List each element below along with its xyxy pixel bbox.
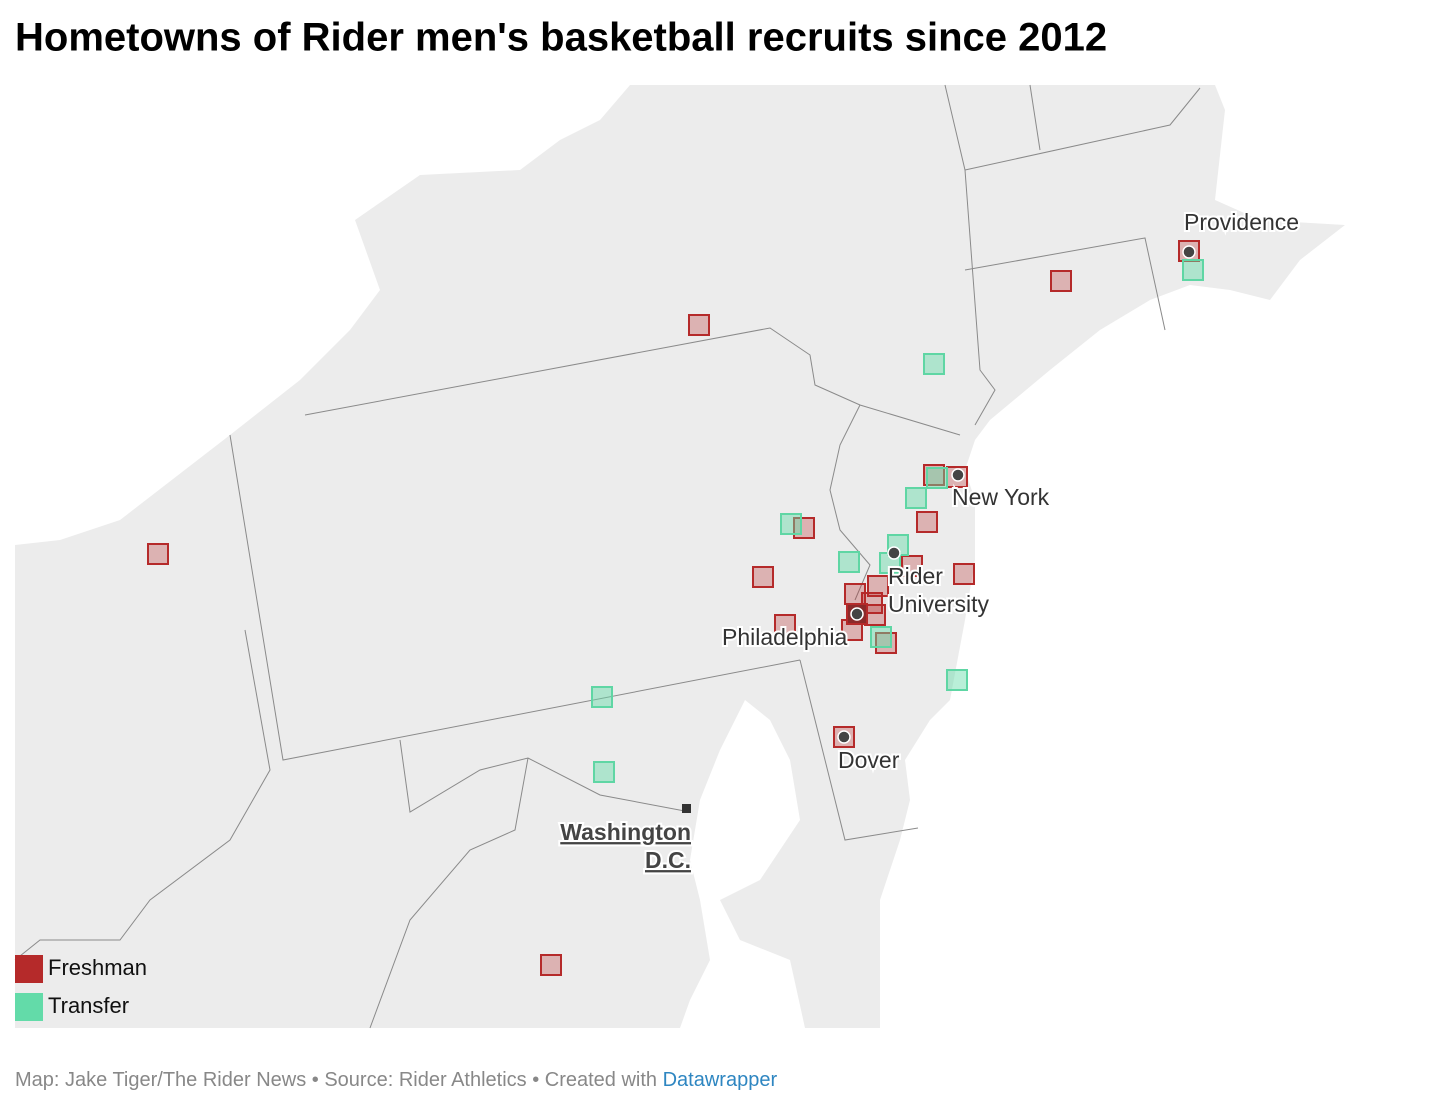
city-label: New York: [952, 484, 1050, 510]
city-label: Providence: [1184, 209, 1299, 235]
recruit-marker: [923, 464, 945, 486]
city-label: Philadelphia: [722, 624, 848, 650]
legend-label: Transfer: [48, 993, 129, 1018]
legend-swatch: [15, 955, 43, 983]
recruit-marker: [953, 563, 975, 585]
city-label: Rider: [888, 563, 943, 589]
recruit-marker: [1050, 270, 1072, 292]
city-dot: [1182, 245, 1196, 259]
recruit-marker: [752, 566, 774, 588]
recruit-marker: [946, 669, 968, 691]
recruit-marker: [870, 626, 892, 648]
recruit-marker: [905, 487, 927, 509]
legend-label: Freshman: [48, 955, 147, 980]
city-dot: [837, 730, 851, 744]
recruit-marker: [901, 555, 923, 577]
borders: [14, 84, 1201, 1029]
land: [15, 85, 1345, 1028]
title: Hometowns of Rider men's basketball recr…: [15, 16, 1107, 60]
recruit-marker: [780, 513, 802, 535]
markers: [147, 240, 1204, 976]
recruit-marker: [540, 954, 562, 976]
capital-marker: [682, 804, 691, 813]
footer: Map: Jake Tiger/The Rider News • Source:…: [15, 1069, 777, 1091]
recruit-marker: [916, 511, 938, 533]
city-label: Dover: [838, 747, 900, 773]
recruit-marker: [867, 575, 889, 597]
footer-text: Map: Jake Tiger/The Rider News • Source:…: [15, 1069, 657, 1091]
recruit-marker: [591, 686, 613, 708]
city-label: D.C.: [645, 847, 691, 873]
footer-link[interactable]: Datawrapper: [663, 1069, 778, 1091]
legend-swatch: [15, 993, 43, 1021]
recruit-marker: [1182, 259, 1204, 281]
recruit-marker: [923, 353, 945, 375]
recruit-marker: [147, 543, 169, 565]
city-label: University: [888, 591, 989, 617]
city-dot: [850, 607, 864, 621]
recruit-marker: [774, 614, 796, 636]
city-dot: [951, 468, 965, 482]
recruit-marker: [926, 467, 948, 489]
city-label: Washington: [560, 819, 691, 845]
city-dot: [887, 546, 901, 560]
recruit-marker: [838, 551, 860, 573]
recruit-marker: [688, 314, 710, 336]
recruit-marker: [593, 761, 615, 783]
